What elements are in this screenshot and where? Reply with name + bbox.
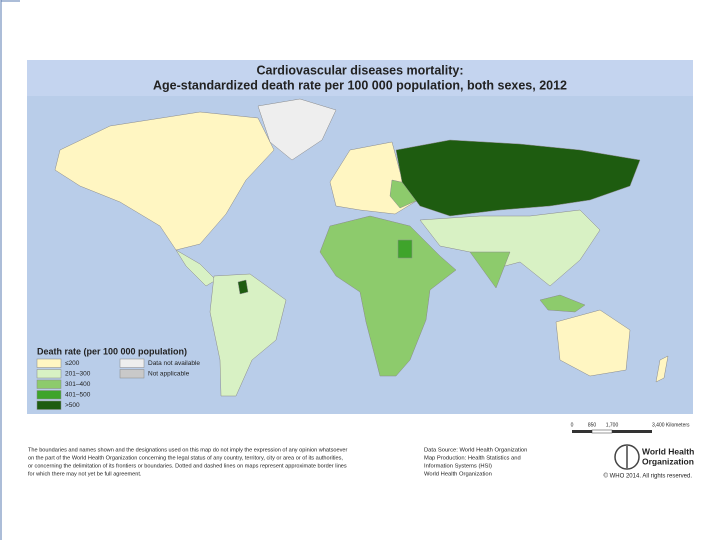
legend-swatch: [119, 369, 145, 379]
map-title: Cardiovascular diseases mortality:: [256, 63, 463, 77]
disclaimer-line: or concerning the delimitation of its fr…: [28, 463, 347, 469]
title-band: [27, 60, 693, 96]
guyana: [237, 279, 249, 295]
legend-label: Not applicable: [148, 371, 190, 378]
legend-label: 301–400: [65, 381, 91, 388]
scale-segment: [612, 430, 652, 433]
india: [469, 251, 511, 289]
legend-title: Death rate (per 100 000 population): [37, 346, 187, 356]
legend-swatch: [36, 369, 62, 379]
source-line: Map Production: Health Statistics and: [424, 456, 521, 462]
greenland: [257, 98, 337, 161]
disclaimer-line: The boundaries and names shown and the d…: [28, 447, 347, 453]
source-line: Information Systems (HSI): [424, 464, 492, 470]
scale-bar: 0 850 1,700 3,400 Kilometers: [571, 422, 690, 434]
source-line: World Health Organization: [424, 472, 492, 478]
disclaimer: The boundaries and names shown and the d…: [28, 447, 347, 477]
egypt: [397, 239, 413, 259]
who-logo: World Health Organization: [614, 444, 694, 470]
scale-label: 0: [571, 422, 574, 428]
map-bottom: [27, 414, 693, 440]
north-america: [54, 111, 275, 251]
legend-label: 201–300: [65, 371, 91, 378]
source-line: Data Source: World Health Organization: [424, 448, 527, 454]
scale-label: 850: [588, 422, 597, 428]
logo-text: World Health: [642, 446, 694, 456]
data-source: Data Source: World Health Organization M…: [424, 448, 527, 478]
disclaimer-line: on the part of the World Health Organiza…: [28, 455, 343, 461]
australia: [555, 309, 631, 377]
scale-segment: [572, 430, 592, 433]
scale-segment: [591, 429, 613, 434]
legend-swatch: [36, 400, 62, 410]
legend-swatch: [36, 379, 62, 389]
central-america: [175, 249, 217, 287]
legend-label: 401–500: [65, 392, 91, 399]
legend-swatch: [119, 358, 145, 368]
map-subtitle: Age-standardized death rate per 100 000 …: [153, 78, 567, 92]
legend-swatch: [36, 390, 62, 400]
south-america: [209, 273, 287, 397]
legend-label: >500: [65, 402, 80, 409]
legend-label: ≤200: [65, 360, 80, 367]
legend-label: Data not available: [148, 360, 200, 367]
scale-label: 1,700: [606, 422, 619, 428]
russia: [395, 139, 641, 217]
land-masses: [54, 98, 669, 397]
indonesia: [539, 294, 586, 313]
logo-text: Organization: [642, 456, 694, 466]
new-zealand: [655, 355, 669, 383]
scale-label: 3,400 Kilometers: [652, 422, 690, 428]
disclaimer-line: for which there may not yet be full agre…: [28, 471, 142, 477]
legend: ≤200 201–300 301–400 401–500 >500 Data not av…: [36, 358, 200, 410]
asia: [419, 209, 601, 287]
copyright: © WHO 2014. All rights reserved.: [604, 473, 693, 480]
africa: [319, 215, 457, 377]
legend-swatch: [36, 358, 62, 368]
